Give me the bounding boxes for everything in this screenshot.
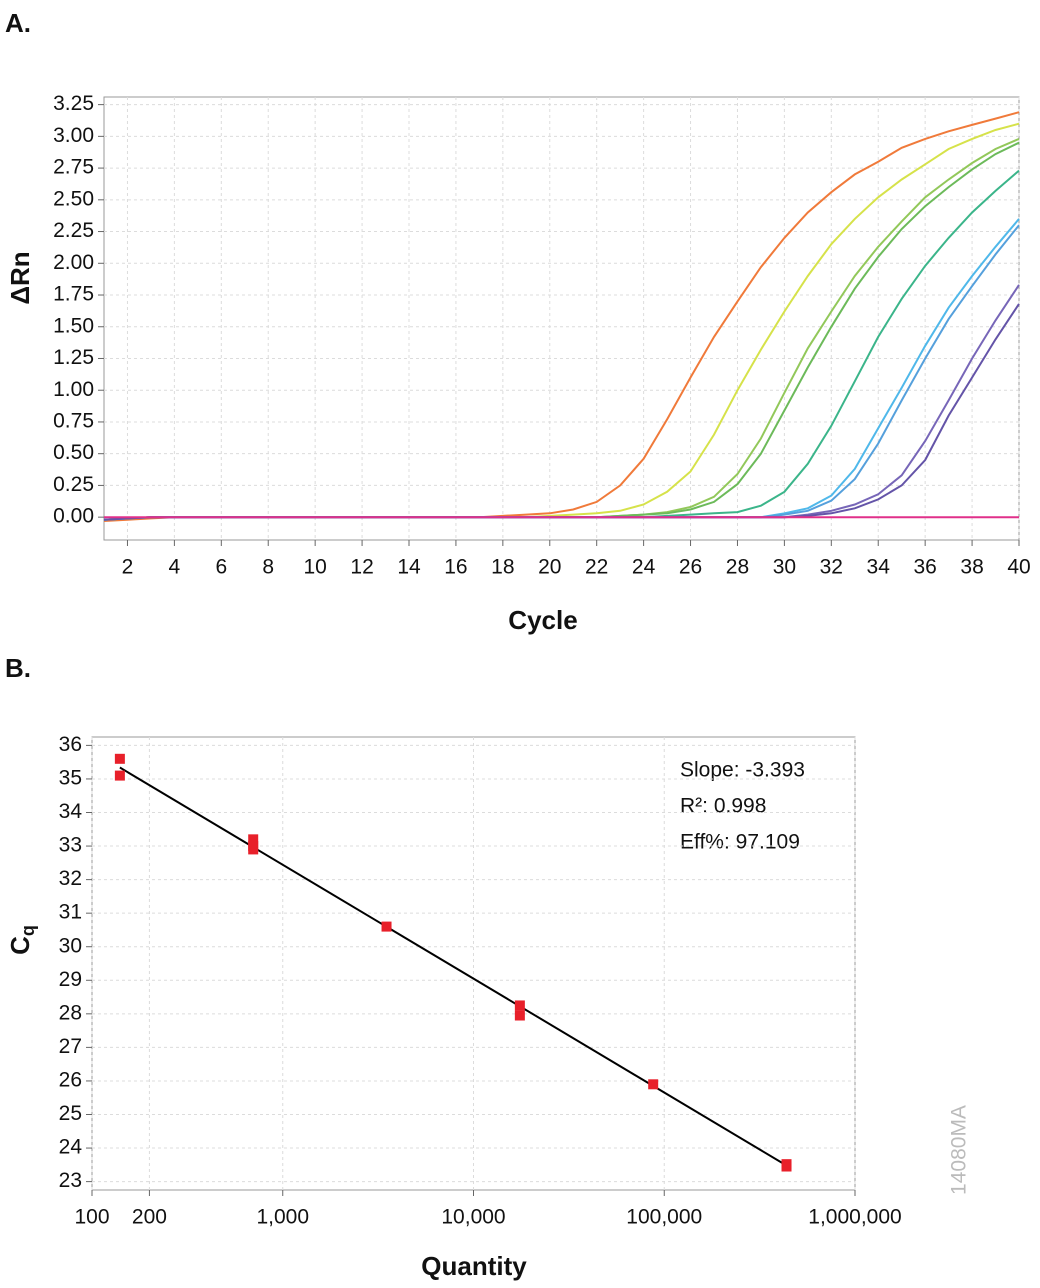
x-tick-label: 100,000	[626, 1206, 702, 1229]
x-tick-label: 10	[303, 556, 326, 579]
x-axis-label: Quantity	[421, 1251, 527, 1281]
y-axis-label: Cq	[5, 925, 38, 955]
y-tick-label: 2.25	[53, 219, 94, 242]
x-tick-label: 12	[350, 556, 373, 579]
x-tick-label: 10,000	[441, 1206, 505, 1229]
y-tick-label: 33	[59, 834, 82, 857]
y-tick-label: 31	[59, 901, 82, 924]
y-label-main: C	[5, 936, 35, 955]
y-label-sub: q	[18, 925, 38, 936]
data-point	[114, 770, 125, 781]
x-tick-label: 30	[773, 556, 796, 579]
y-tick-label: 26	[59, 1068, 82, 1091]
x-tick-label: 1,000,000	[808, 1206, 901, 1229]
x-tick-label: 1,000	[256, 1206, 309, 1229]
y-tick-label: 29	[59, 968, 82, 991]
y-tick-label: 23	[59, 1169, 82, 1192]
x-tick-label: 4	[169, 556, 181, 579]
plot-frame-a	[103, 96, 1020, 541]
amplification-curve	[103, 169, 1020, 521]
x-tick-label: 16	[444, 556, 467, 579]
x-tick-label: 38	[960, 556, 983, 579]
x-tick-label: 18	[491, 556, 514, 579]
y-tick-label: 2.00	[53, 251, 94, 274]
x-tick-label: 28	[726, 556, 749, 579]
x-tick-label: 6	[215, 556, 227, 579]
amplification-curve	[103, 218, 1020, 521]
y-tick-label: 1.50	[53, 314, 94, 337]
x-tick-label: 2	[122, 556, 134, 579]
y-axis-label: ΔRn	[5, 251, 35, 304]
watermark: 14080MA	[948, 1105, 971, 1195]
x-tick-label: 14	[397, 556, 421, 579]
y-tick-label: 3.25	[53, 92, 94, 115]
y-tick-label: 0.50	[53, 441, 94, 464]
y-tick-label: 0.25	[53, 473, 94, 496]
amplification-curve	[103, 303, 1020, 521]
data-point	[514, 1010, 525, 1021]
amplification-curve	[103, 284, 1020, 521]
amplification-curve	[103, 111, 1020, 522]
y-tick-label: 24	[59, 1136, 83, 1159]
y-tick-label: 36	[59, 733, 82, 756]
x-tick-label: 200	[132, 1206, 167, 1229]
y-tick-label: 0.00	[53, 505, 94, 528]
amplification-curve	[103, 224, 1020, 521]
x-tick-label: 26	[679, 556, 702, 579]
x-tick-label: 22	[585, 556, 608, 579]
annotation: Slope: -3.393	[680, 759, 805, 782]
data-point	[248, 834, 259, 845]
data-point	[781, 1161, 792, 1172]
y-tick-label: 1.25	[53, 346, 94, 369]
x-tick-label: 32	[820, 556, 843, 579]
data-point	[381, 921, 392, 932]
panel-label: B.	[5, 653, 31, 683]
x-axis-label: Cycle	[508, 605, 577, 635]
data-point	[648, 1079, 659, 1090]
y-tick-label: 27	[59, 1035, 82, 1058]
x-tick-label: 8	[262, 556, 274, 579]
y-tick-label: 2.75	[53, 156, 94, 179]
fit-line	[119, 766, 788, 1167]
amplification-curve	[103, 122, 1020, 521]
y-tick-label: 2.50	[53, 187, 94, 210]
x-tick-label: 20	[538, 556, 561, 579]
x-tick-label: 40	[1007, 556, 1030, 579]
data-point	[114, 753, 125, 764]
y-tick-label: 30	[59, 934, 82, 957]
data-point	[248, 844, 259, 855]
y-tick-label: 35	[59, 766, 82, 789]
panel-label: A.	[5, 8, 31, 38]
y-tick-label: 0.75	[53, 409, 94, 432]
y-tick-label: 28	[59, 1001, 82, 1024]
annotation: R²: 0.998	[680, 795, 766, 818]
data-point	[514, 1000, 525, 1011]
y-tick-label: 25	[59, 1102, 82, 1125]
y-tick-label: 32	[59, 867, 82, 890]
x-tick-label: 36	[913, 556, 936, 579]
x-tick-label: 24	[632, 556, 656, 579]
annotation: Eff%: 97.109	[680, 831, 800, 854]
x-tick-label: 34	[867, 556, 891, 579]
y-tick-label: 34	[59, 800, 83, 823]
y-tick-label: 1.75	[53, 283, 94, 306]
y-tick-label: 1.00	[53, 378, 94, 401]
y-tick-label: 3.00	[53, 124, 94, 147]
x-tick-label: 100	[74, 1206, 109, 1229]
